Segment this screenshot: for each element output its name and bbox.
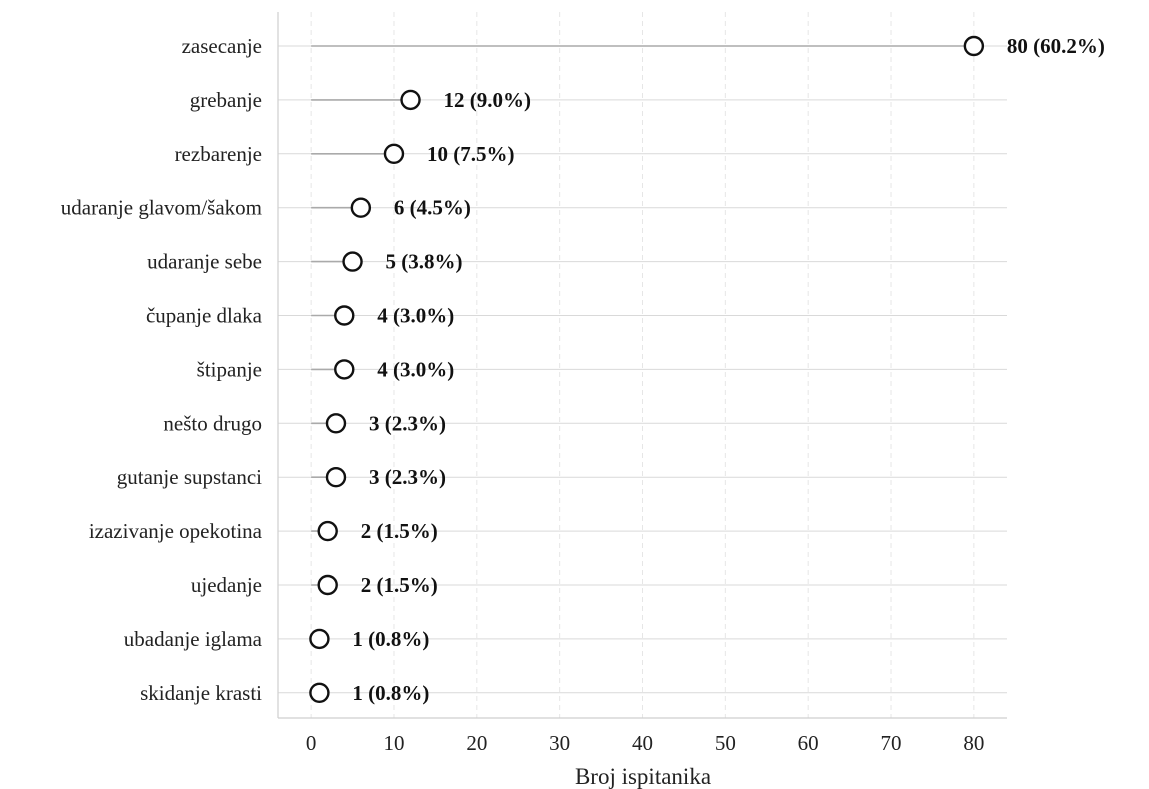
- x-tick-labels-layer: 0 10 20 30 40 50 60 70 80: [306, 731, 984, 755]
- x-tick-label-80: 80: [963, 731, 984, 755]
- value-labels-layer: 80 (60.2%) 12 (9.0%) 10 (7.5%) 6 (4.5%) 5 (3…: [352, 34, 1104, 705]
- category-label-5: čupanje dlaka: [146, 304, 263, 328]
- data-point-10: [317, 574, 338, 596]
- markers-layer: [309, 35, 985, 703]
- axes-spines: [277, 12, 1007, 719]
- data-point-8: [325, 467, 347, 488]
- data-point-11: [309, 628, 330, 650]
- category-label-12: skidanje krasti: [140, 681, 262, 705]
- value-label-2: 10 (7.5%): [427, 142, 515, 166]
- x-tick-label-30: 30: [549, 731, 570, 755]
- data-point-0: [963, 35, 985, 57]
- value-label-3: 6 (4.5%): [394, 196, 471, 220]
- data-point-2: [383, 143, 405, 165]
- value-label-6: 4 (3.0%): [377, 357, 454, 381]
- value-label-12: 1 (0.8%): [352, 681, 429, 705]
- x-tick-label-50: 50: [715, 731, 736, 755]
- category-labels-layer: zasecanje grebanje rezbarenje udaranje glav…: [61, 34, 263, 705]
- value-label-9: 2 (1.5%): [361, 519, 438, 543]
- category-label-2: rezbarenje: [175, 142, 262, 166]
- x-tick-label-40: 40: [632, 731, 653, 755]
- value-label-11: 1 (0.8%): [352, 627, 429, 651]
- category-label-8: gutanje supstanci: [117, 465, 262, 489]
- value-label-8: 3 (2.3%): [369, 465, 446, 489]
- value-label-0: 80 (60.2%): [1007, 34, 1105, 58]
- category-label-11: ubadanje iglama: [124, 627, 263, 651]
- category-label-4: udaranje sebe: [147, 250, 262, 274]
- data-point-4: [342, 251, 363, 272]
- category-label-1: grebanje: [190, 88, 262, 112]
- x-axis-title: Broj ispitanika: [575, 764, 711, 789]
- value-label-4: 5 (3.8%): [386, 250, 463, 274]
- category-label-10: ujedanje: [191, 573, 262, 597]
- category-label-3: udaranje glavom/šakom: [61, 196, 262, 220]
- category-label-6: štipanje: [197, 357, 262, 381]
- category-label-7: nešto drugo: [163, 411, 262, 435]
- data-point-9: [317, 520, 338, 542]
- x-tick-label-60: 60: [798, 731, 819, 755]
- x-tick-label-0: 0: [306, 731, 317, 755]
- x-tick-label-70: 70: [881, 731, 902, 755]
- value-label-7: 3 (2.3%): [369, 411, 446, 435]
- value-label-5: 4 (3.0%): [377, 304, 454, 328]
- value-label-1: 12 (9.0%): [444, 88, 531, 112]
- data-point-7: [325, 413, 347, 434]
- data-point-1: [400, 89, 421, 111]
- grid-layer: [310, 12, 975, 718]
- x-tick-label-10: 10: [383, 731, 404, 755]
- data-point-3: [350, 197, 372, 218]
- value-label-10: 2 (1.5%): [361, 573, 438, 597]
- data-point-12: [309, 682, 330, 703]
- category-label-9: izazivanje opekotina: [89, 519, 263, 543]
- category-label-0: zasecanje: [182, 34, 262, 58]
- data-point-6: [334, 359, 355, 380]
- data-point-5: [334, 305, 355, 326]
- x-tick-label-20: 20: [466, 731, 487, 755]
